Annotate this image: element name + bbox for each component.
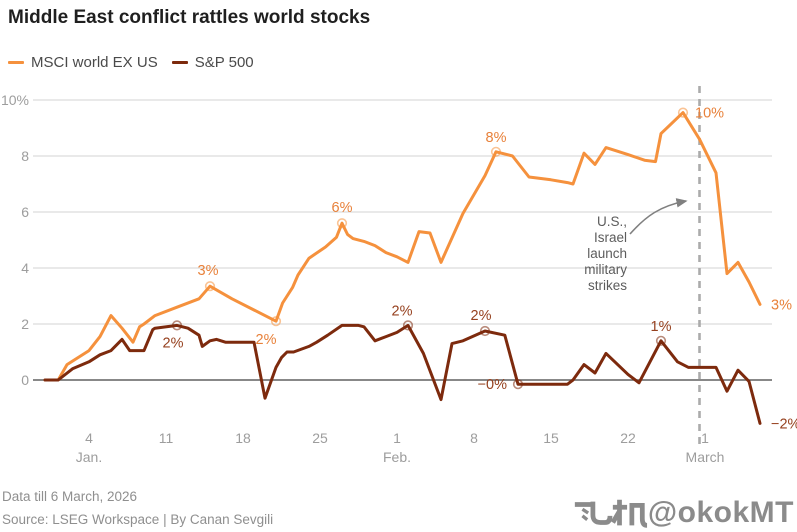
event-annotation-line: military <box>584 262 627 277</box>
value-label-msci-world-ex-us: 10% <box>695 106 724 122</box>
value-label-sp-500: 1% <box>651 319 672 335</box>
data-point-marker-sp-500 <box>479 325 491 337</box>
data-point-marker-msci-world-ex-us <box>490 146 502 157</box>
msci-line-swatch <box>8 61 24 64</box>
chart-title: Middle East conflict rattles world stock… <box>8 7 371 28</box>
value-label-sp-500: −0% <box>478 377 508 393</box>
feiji-glyph <box>574 499 648 528</box>
y-tick-label: 4 <box>21 260 29 276</box>
legend-label-msci: MSCI world EX US <box>31 54 158 71</box>
value-label-sp-500: 2% <box>471 308 492 324</box>
x-tick-label: 1 <box>701 430 709 446</box>
data-point-marker-msci-world-ex-us <box>204 281 216 292</box>
x-tick-label: 11 <box>159 430 174 446</box>
month-label: March <box>686 449 725 465</box>
data-series <box>43 111 762 425</box>
series-line-sp-500 <box>43 323 762 425</box>
watermark: @okokMT <box>572 495 794 531</box>
series-line-msci-world-ex-us <box>43 111 762 382</box>
value-label-msci-world-ex-us: 3% <box>771 297 792 313</box>
legend: MSCI world EX US S&P 500 <box>8 54 254 71</box>
x-tick-label: 4 <box>85 430 93 446</box>
x-tick-label: 8 <box>470 430 478 446</box>
value-label-msci-world-ex-us: 6% <box>332 200 353 216</box>
x-tick-label: 15 <box>543 430 559 446</box>
data-note: Data till 6 March, 2026 <box>2 489 138 504</box>
data-point-marker-msci-world-ex-us <box>677 107 689 118</box>
watermark-text: @okokMT <box>647 496 794 529</box>
x-tick-label: 25 <box>312 430 328 446</box>
value-label-msci-world-ex-us: 8% <box>486 130 507 146</box>
data-point-marker-sp-500 <box>512 379 524 390</box>
data-point-labels: 3% 2% 6% 8% 10% 3% 2% 2% 2% −0% 1% −2% <box>163 106 797 433</box>
y-tick-label: 10% <box>1 92 29 108</box>
data-point-marker-msci-world-ex-us <box>270 316 282 327</box>
source-credit: Source: LSEG Workspace | By Canan Sevgil… <box>2 512 274 527</box>
data-point-marker-msci-world-ex-us <box>336 218 348 229</box>
x-tick-label: 22 <box>620 430 636 446</box>
legend-item-sp500: S&P 500 <box>171 54 254 71</box>
value-label-msci-world-ex-us: 3% <box>198 263 219 279</box>
gridlines: 0 2 4 6 8 10% <box>1 92 772 388</box>
event-annotation-line: U.S., <box>597 214 627 229</box>
event-annotation-line: Israel <box>594 230 627 245</box>
event-annotation-line: strikes <box>588 278 627 293</box>
month-label: Feb. <box>383 449 411 465</box>
value-label-sp-500: −2% <box>771 416 797 432</box>
x-tick-label: 1 <box>393 430 401 446</box>
value-label-sp-500: 2% <box>163 335 184 351</box>
y-tick-label: 0 <box>21 372 29 388</box>
legend-label-sp500: S&P 500 <box>194 54 254 71</box>
y-tick-label: 8 <box>21 148 29 164</box>
sp500-line-swatch <box>171 61 188 64</box>
value-label-sp-500: 2% <box>392 303 413 319</box>
event-annotation-line: launch <box>587 246 627 261</box>
value-label-msci-world-ex-us: 2% <box>256 332 277 348</box>
data-point-marker-sp-500 <box>655 335 667 346</box>
legend-item-msci: MSCI world EX US <box>8 54 158 71</box>
data-point-marker-sp-500 <box>402 320 414 331</box>
x-tick-label: 18 <box>235 430 251 446</box>
y-tick-label: 6 <box>21 204 29 220</box>
y-tick-label: 2 <box>21 316 29 332</box>
data-point-marker-sp-500 <box>171 320 183 331</box>
annotation-arrow <box>629 198 688 235</box>
month-label: Jan. <box>76 449 102 465</box>
